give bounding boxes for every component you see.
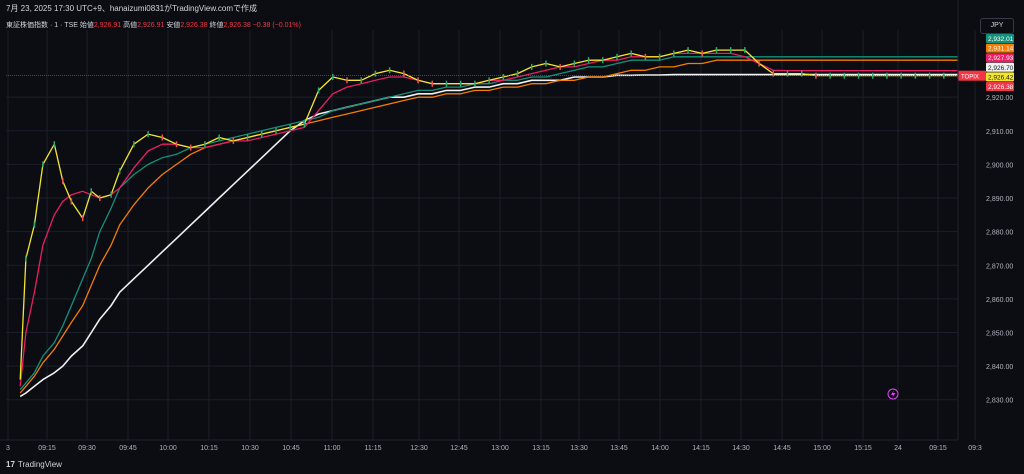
x-tick-label: 12:45: [450, 445, 468, 452]
x-tick-label: 09:15: [929, 445, 947, 452]
x-tick-label: 10:45: [282, 445, 300, 452]
x-tick-label: 10:30: [241, 445, 259, 452]
x-tick-label: 15:15: [854, 445, 872, 452]
x-tick-label: 15:00: [813, 445, 831, 452]
ohlc-high: 高値2,926.91: [123, 22, 165, 29]
y-axis: 2,920.00 2,910.00 2,900.00 2,890.00 2,880.00…: [957, 0, 1013, 440]
x-tick-label: 13:45: [610, 445, 628, 452]
x-tick-label: 09:45: [119, 445, 137, 452]
x-axis: 3 09:15 09:30 09:45 10:00 10:15 10:30 10:45 11:0…: [0, 439, 982, 452]
chart-series: [19, 47, 959, 398]
x-tick-label: 11:15: [365, 445, 382, 452]
price-badge-label: 2,926.42: [988, 74, 1014, 81]
x-tick-label: 13:00: [491, 445, 509, 452]
x-tick-label: 10:15: [200, 445, 218, 452]
x-tick-label: 14:45: [773, 445, 791, 452]
price-badge-label: 2,932.01: [988, 36, 1014, 43]
price-badge-label: 2,926.70: [988, 65, 1014, 72]
y-tick-label: 2,860.00: [986, 297, 1013, 304]
y-tick-label: 2,830.00: [986, 398, 1013, 405]
currency-button[interactable]: JPY: [980, 18, 1014, 34]
flash-icon: [887, 388, 899, 400]
x-tick-label: 09:3: [968, 445, 982, 452]
price-badges: 2,932.01 2,931.14 2,927.93 2,926.70 2,926.42…: [986, 34, 1014, 91]
price-badge: [986, 34, 1014, 43]
mid-ma-line: [19, 52, 958, 387]
price-badge: [986, 72, 1014, 82]
price-badge: [986, 53, 1014, 63]
y-tick-label: 2,910.00: [986, 129, 1013, 136]
flash-icon-bolt: [891, 390, 896, 398]
x-tick-label: 12:30: [410, 445, 428, 452]
y-tick-label: 2,920.00: [986, 95, 1013, 102]
ohlc-low: 安値2,926.38: [166, 22, 208, 29]
price-badge-label: 2,927.93: [988, 55, 1014, 62]
ohlc-open: 始値2,926.91: [79, 22, 122, 29]
y-tick-label: 2,850.00: [986, 331, 1013, 338]
x-tick-label: 14:30: [732, 445, 750, 452]
x-tick-label: 09:15: [38, 445, 56, 452]
y-tick-label: 2,880.00: [986, 230, 1013, 237]
x-tick-label: 09:30: [78, 445, 96, 452]
x-tick-label: 24: [894, 445, 902, 452]
ohlc-close: 終値2,926.38: [209, 22, 251, 29]
close-symbol-label: TOPIX: [961, 75, 979, 81]
chart-grid: [6, 30, 976, 440]
close-line: TOPIX: [6, 70, 986, 81]
fast-ma-line: [19, 49, 958, 380]
x-tick-label: 13:15: [532, 445, 550, 452]
x-tick-label: 14:15: [692, 445, 710, 452]
chart-caption: 7月 23, 2025 17:30 UTC+9、hanaizumi0831がTr…: [6, 4, 258, 13]
x-tick-label: 13:30: [570, 445, 588, 452]
y-tick-label: 2,840.00: [986, 364, 1013, 371]
ohlc-legend: 東証株価指数 · 1 · TSE 始値2,926.91 高値2,926.91 安…: [6, 20, 301, 30]
price-badge-label: 2,926.38: [988, 84, 1014, 91]
y-tick-label: 2,890.00: [986, 196, 1013, 203]
teal-ma-line: [19, 56, 958, 391]
orange-ma-line: [19, 59, 958, 394]
symbol-label[interactable]: 東証株価指数 · 1 · TSE: [6, 22, 78, 29]
price-badge: [986, 62, 1014, 72]
x-tick-label: 14:00: [651, 445, 669, 452]
x-tick-label: 10:00: [159, 445, 177, 452]
flash-icon-ring: [887, 388, 899, 400]
price-badge: [986, 43, 1014, 53]
close-symbol-badge: [958, 70, 986, 81]
tradingview-logo-icon: 17: [6, 460, 15, 469]
ohlc-change: −0.38 (−0.01%): [252, 22, 301, 29]
brand-label: TradingView: [17, 460, 62, 469]
x-tick-label: 3: [6, 445, 10, 452]
slow-ma-line: [19, 73, 958, 398]
price-badge: [986, 82, 1014, 91]
price-badge-label: 2,931.14: [988, 46, 1014, 53]
y-tick-label: 2,900.00: [986, 162, 1013, 169]
x-tick-label: 11:00: [324, 445, 341, 452]
tradingview-brand[interactable]: 17 TradingView: [6, 460, 62, 469]
y-tick-label: 2,870.00: [986, 263, 1013, 270]
